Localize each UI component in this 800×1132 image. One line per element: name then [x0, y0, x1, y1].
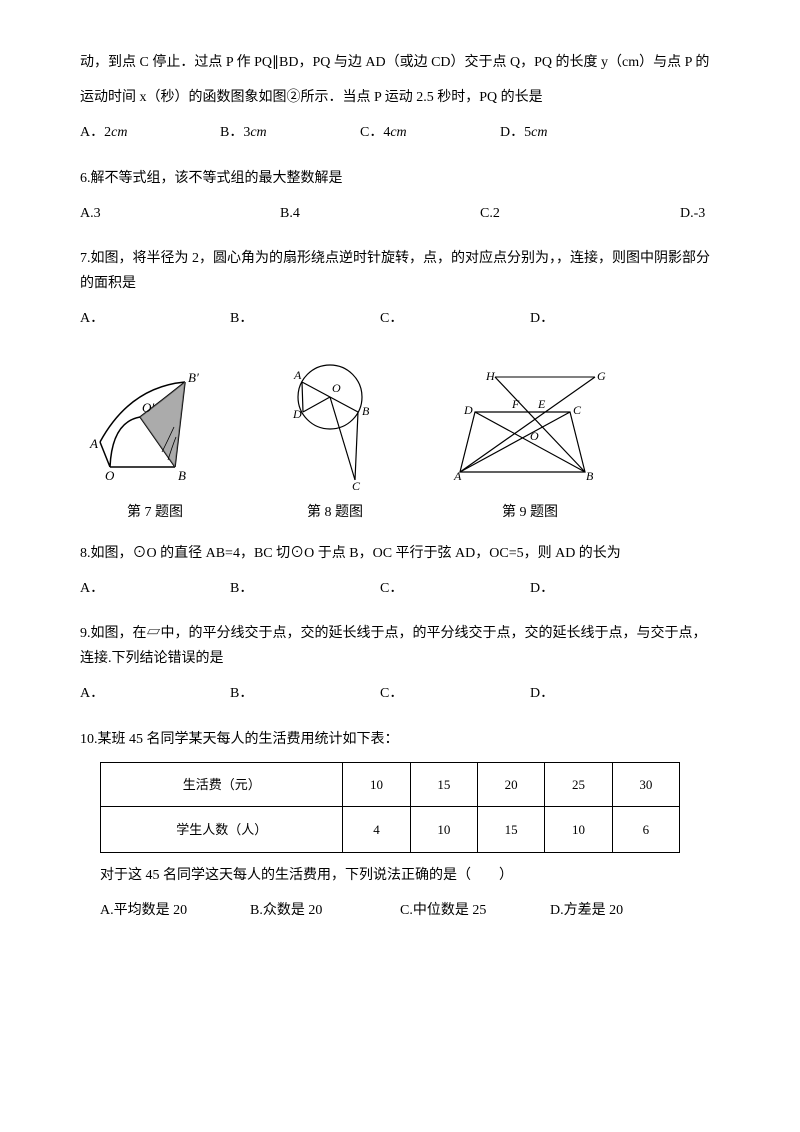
figure-9-caption: 第 9 题图 — [502, 500, 558, 525]
question-text-2: 运动时间 x（秒）的函数图象如图②所示．当点 P 运动 2.5 秒时，PQ 的长… — [80, 85, 720, 110]
f8-label-D: D — [292, 407, 302, 421]
q10-intro: 10.某班 45 名同学某天每人的生活费用统计如下表： — [80, 727, 720, 752]
q7-text: 7.如图，将半径为 2，圆心角为的扇形绕点逆时针旋转，点，的对应点分别为，，连接… — [80, 246, 720, 296]
q9-opt-b: B． — [230, 681, 330, 706]
opt-d-label: D．5 — [500, 125, 531, 140]
q9-opt-a: A． — [80, 681, 180, 706]
q8-opt-c: C． — [380, 576, 480, 601]
f9-label-D: D — [463, 403, 473, 417]
figure-9-svg: A B C D E F G H O — [440, 362, 620, 492]
figures-row: A O B O′ B′ 第 7 题图 A B D O C 第 8 题图 — [80, 352, 720, 525]
unit-c: cm — [390, 125, 406, 140]
table-cell: 25 — [545, 762, 612, 806]
f8-label-B: B — [362, 404, 370, 418]
table-row-data: 学生人数（人） 4 10 15 10 6 — [101, 807, 680, 853]
f7-label-A: A — [89, 436, 98, 451]
q9-options: A． B． C． D． — [80, 681, 720, 706]
option-a: A．2cm — [80, 120, 180, 145]
f8-label-C: C — [352, 479, 361, 492]
opt-c-label: C．4 — [360, 125, 390, 140]
q6-text: 6.解不等式组，该不等式组的最大整数解是 — [80, 166, 720, 191]
q10-table: 生活费（元） 10 15 20 25 30 学生人数（人） 4 10 15 10… — [100, 762, 680, 853]
table-row-header: 生活费（元） 10 15 20 25 30 — [101, 762, 680, 806]
f8-label-A: A — [293, 368, 302, 382]
q10-opt-b: B.众数是 20 — [250, 898, 350, 923]
figure-9: A B C D E F G H O 第 9 题图 — [440, 362, 620, 525]
f8-label-O: O — [332, 381, 341, 395]
q6-options: A.3 B.4 C.2 D.-3 — [80, 201, 720, 226]
unit-a: cm — [111, 125, 127, 140]
table-cell: 30 — [612, 762, 679, 806]
question-text: 动，到点 C 停止．过点 P 作 PQ∥BD，PQ 与边 AD（或边 CD）交于… — [80, 50, 720, 75]
q10-subtext: 对于这 45 名同学这天每人的生活费用，下列说法正确的是（ ） — [100, 863, 720, 888]
f9-label-H: H — [485, 369, 496, 383]
option-c: C．4cm — [360, 120, 460, 145]
f7-label-Op: O′ — [142, 400, 154, 415]
f9-label-E: E — [537, 397, 546, 411]
f9-label-B: B — [586, 469, 594, 483]
f9-label-G: G — [597, 369, 606, 383]
q6-opt-a: A.3 — [80, 201, 180, 226]
question-continued: 动，到点 C 停止．过点 P 作 PQ∥BD，PQ 与边 AD（或边 CD）交于… — [80, 50, 720, 146]
q10-opt-a: A.平均数是 20 — [100, 898, 200, 923]
question-7: 7.如图，将半径为 2，圆心角为的扇形绕点逆时针旋转，点，的对应点分别为，，连接… — [80, 246, 720, 332]
unit-d: cm — [531, 125, 547, 140]
table-cell: 20 — [478, 762, 545, 806]
table-cell: 15 — [478, 807, 545, 853]
opt-b-label: B．3 — [220, 125, 250, 140]
f9-label-A: A — [453, 469, 462, 483]
q7-opt-b: B． — [230, 306, 330, 331]
figure-7: A O B O′ B′ 第 7 题图 — [80, 362, 230, 525]
q10-opt-d: D.方差是 20 — [550, 898, 650, 923]
figure-8-svg: A B D O C — [260, 352, 410, 492]
q8-text: 8.如图，⊙O 的直径 AB=4，BC 切⊙O 于点 B，OC 平行于弦 AD，… — [80, 541, 720, 566]
unit-b: cm — [250, 125, 266, 140]
f9-label-O: O — [530, 429, 539, 443]
figure-8: A B D O C 第 8 题图 — [260, 352, 410, 525]
option-d: D．5cm — [500, 120, 600, 145]
q6-opt-c: C.2 — [480, 201, 580, 226]
table-cell: 10 — [343, 762, 410, 806]
q7-opt-a: A． — [80, 306, 180, 331]
figure-7-svg: A O B O′ B′ — [80, 362, 230, 492]
table-cell: 6 — [612, 807, 679, 853]
table-cell: 4 — [343, 807, 410, 853]
option-b: B．3cm — [220, 120, 320, 145]
q6-opt-d: D.-3 — [680, 201, 780, 226]
q9-opt-d: D． — [530, 681, 630, 706]
q9-text: 9.如图，在▱中，的平分线交于点，交的延长线于点，的平分线交于点，交的延长线于点… — [80, 621, 720, 671]
figure-7-caption: 第 7 题图 — [127, 500, 183, 525]
q7-opt-d: D． — [530, 306, 630, 331]
f9-label-C: C — [573, 403, 582, 417]
f9-label-F: F — [511, 397, 520, 411]
figure-8-caption: 第 8 题图 — [307, 500, 363, 525]
q6-opt-b: B.4 — [280, 201, 380, 226]
options-row: A．2cm B．3cm C．4cm D．5cm — [80, 120, 720, 145]
q8-options: A． B． C． D． — [80, 576, 720, 601]
q8-opt-a: A． — [80, 576, 180, 601]
opt-a-label: A．2 — [80, 125, 111, 140]
table-cell: 10 — [545, 807, 612, 853]
question-9: 9.如图，在▱中，的平分线交于点，交的延长线于点，的平分线交于点，交的延长线于点… — [80, 621, 720, 707]
table-cell: 学生人数（人） — [101, 807, 343, 853]
q7-options: A． B． C． D． — [80, 306, 720, 331]
q10-options: A.平均数是 20 B.众数是 20 C.中位数是 25 D.方差是 20 — [100, 898, 720, 923]
table-cell: 生活费（元） — [101, 762, 343, 806]
table-cell: 15 — [410, 762, 477, 806]
q10-opt-c: C.中位数是 25 — [400, 898, 500, 923]
question-6: 6.解不等式组，该不等式组的最大整数解是 A.3 B.4 C.2 D.-3 — [80, 166, 720, 226]
f7-label-Bp: B′ — [188, 370, 199, 385]
q8-opt-b: B． — [230, 576, 330, 601]
q9-opt-c: C． — [380, 681, 480, 706]
question-10: 10.某班 45 名同学某天每人的生活费用统计如下表： 生活费（元） 10 15… — [80, 727, 720, 924]
f7-label-B: B — [178, 468, 186, 483]
table-cell: 10 — [410, 807, 477, 853]
f7-label-O: O — [105, 468, 115, 483]
q8-opt-d: D． — [530, 576, 630, 601]
question-8: 8.如图，⊙O 的直径 AB=4，BC 切⊙O 于点 B，OC 平行于弦 AD，… — [80, 541, 720, 601]
q7-opt-c: C． — [380, 306, 480, 331]
